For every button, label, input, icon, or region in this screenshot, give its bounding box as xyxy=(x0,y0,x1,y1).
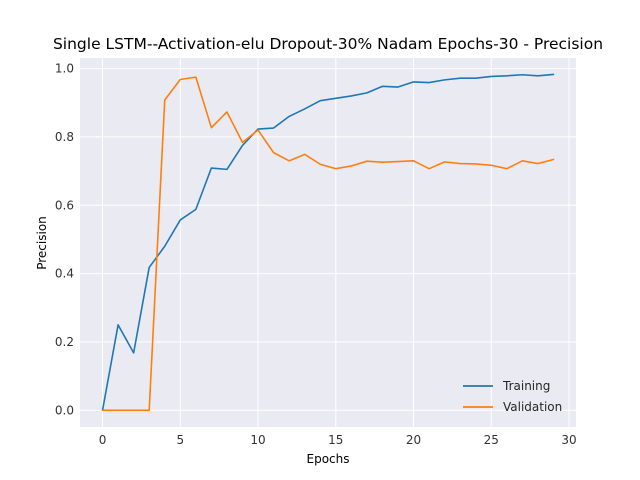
y-tick-label: 0.8 xyxy=(55,130,74,144)
chart-title: Single LSTM--Activation-elu Dropout-30% … xyxy=(53,35,603,53)
legend-training-label: Training xyxy=(502,379,550,393)
x-gridlines xyxy=(102,58,570,427)
x-tick-label: 0 xyxy=(99,433,107,447)
y-tick-label: 0.4 xyxy=(55,267,74,281)
y-tick-label: 0.6 xyxy=(55,198,74,212)
x-tick-label: 10 xyxy=(250,433,265,447)
training-series-line xyxy=(101,73,555,412)
y-tick-label: 0.0 xyxy=(55,403,74,417)
x-tick-label: 15 xyxy=(328,433,343,447)
plot-area xyxy=(80,58,576,427)
series-layer xyxy=(101,73,555,412)
y-tick-label: 0.2 xyxy=(55,335,74,349)
x-tick-label: 20 xyxy=(406,433,421,447)
x-tick-label: 5 xyxy=(176,433,184,447)
y-gridlines xyxy=(80,68,576,411)
validation-series-line xyxy=(101,76,555,412)
x-tick-label: 30 xyxy=(561,433,576,447)
y-tick-label: 1.0 xyxy=(55,62,74,76)
x-tick-labels: 0 5 10 15 20 25 30 xyxy=(99,433,577,447)
y-tick-labels: 0.0 0.2 0.4 0.6 0.8 1.0 xyxy=(55,62,74,418)
y-axis-label: Precision xyxy=(35,216,49,270)
legend: Training Validation xyxy=(463,379,562,414)
legend-validation-label: Validation xyxy=(503,400,562,414)
x-tick-label: 25 xyxy=(484,433,499,447)
x-axis-label: Epochs xyxy=(307,452,350,466)
